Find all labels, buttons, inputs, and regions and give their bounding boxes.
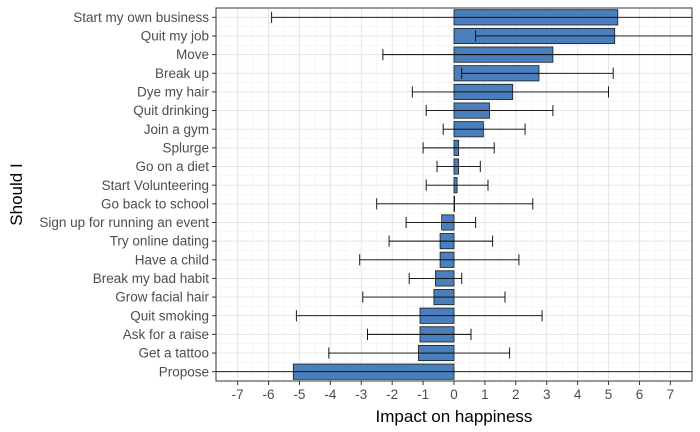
y-category-label: Quit my job [141, 29, 209, 44]
x-tick-label: -7 [232, 387, 244, 402]
y-category-label: Try online dating [110, 234, 209, 249]
x-axis-tick-labels: -7 -6 -5 -4 -3 -2 -1 0 1 2 3 4 5 6 7 [232, 387, 674, 402]
y-axis-category-labels: Start my own business Quit my job Move Brea… [39, 10, 209, 379]
y-category-label: Propose [159, 364, 209, 379]
y-category-label: Break my bad habit [93, 271, 210, 286]
y-category-label: Dye my hair [137, 85, 210, 100]
y-tick-marks [212, 16, 216, 373]
y-category-label: Start Volunteering [102, 178, 209, 193]
y-category-label: Sign up for running an event [39, 215, 209, 230]
x-tick-label: 3 [543, 387, 551, 402]
error-bars-group [215, 11, 693, 378]
x-tick-label: -6 [263, 387, 275, 402]
y-axis-title: Should I [7, 163, 26, 225]
x-tick-label: 6 [636, 387, 644, 402]
x-axis-title: Impact on happiness [376, 407, 533, 426]
y-category-label: Ask for a raise [123, 327, 209, 342]
y-category-label: Quit smoking [130, 308, 209, 323]
x-tick-label: 1 [481, 387, 489, 402]
x-tick-label: -3 [355, 387, 367, 402]
x-tick-label: 5 [605, 387, 613, 402]
x-tick-label: -4 [324, 387, 336, 402]
x-tick-label: 7 [667, 387, 675, 402]
x-tick-label: -1 [417, 387, 429, 402]
y-category-label: Quit drinking [133, 103, 209, 118]
y-category-label: Move [176, 47, 209, 62]
y-category-label: Join a gym [144, 122, 209, 137]
y-category-label: Break up [155, 66, 209, 81]
y-category-label: Start my own business [73, 10, 209, 25]
x-tick-label: -2 [386, 387, 398, 402]
y-category-label: Grow facial hair [115, 290, 209, 305]
x-tick-marks [237, 381, 671, 385]
y-category-label: Go on a diet [135, 159, 209, 174]
x-tick-label: -5 [293, 387, 305, 402]
y-category-label: Go back to school [101, 196, 209, 211]
x-tick-label: 2 [512, 387, 520, 402]
y-category-label: Have a child [135, 252, 209, 267]
y-category-label: Splurge [162, 140, 209, 155]
x-tick-label: 0 [450, 387, 458, 402]
x-tick-label: 4 [574, 387, 582, 402]
y-category-label: Get a tattoo [138, 346, 209, 361]
